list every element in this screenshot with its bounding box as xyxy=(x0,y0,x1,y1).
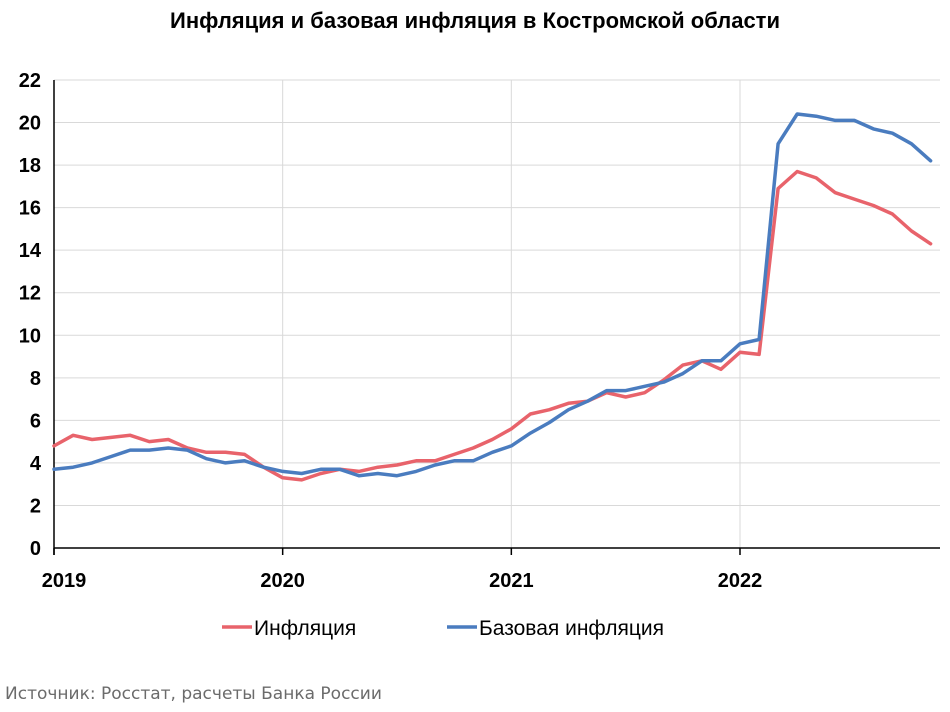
y-tick-label: 2 xyxy=(30,495,41,517)
x-tick-label: 2020 xyxy=(260,570,305,592)
y-tick-label: 6 xyxy=(30,410,41,432)
x-tick-label: 2022 xyxy=(718,570,763,592)
grid xyxy=(54,79,940,548)
legend: Инфляция Базовая инфляция xyxy=(222,617,664,640)
series-line-2 xyxy=(52,112,933,478)
legend-label-2: Базовая инфляция xyxy=(479,617,664,640)
y-tick-label: 18 xyxy=(19,155,41,177)
y-tick-label: 12 xyxy=(19,283,41,305)
y-tick-label: 0 xyxy=(30,538,41,560)
y-tick-label: 8 xyxy=(30,368,41,390)
plot-area xyxy=(52,112,933,482)
y-tick-label: 4 xyxy=(30,453,42,475)
chart-title: Инфляция и базовая инфляция в Костромско… xyxy=(170,8,780,33)
source-note: Источник: Росстат, расчеты Банка России xyxy=(5,684,382,704)
series-line-1 xyxy=(52,169,933,482)
y-tick-label: 16 xyxy=(19,198,41,220)
legend-label-1: Инфляция xyxy=(254,617,356,640)
y-tick-label: 20 xyxy=(19,113,41,135)
y-tick-label: 22 xyxy=(19,70,41,92)
y-tick-label: 10 xyxy=(19,325,41,347)
x-tick-label: 2021 xyxy=(489,570,534,592)
x-tick-label: 2019 xyxy=(42,570,87,592)
y-tick-label: 14 xyxy=(19,240,42,262)
